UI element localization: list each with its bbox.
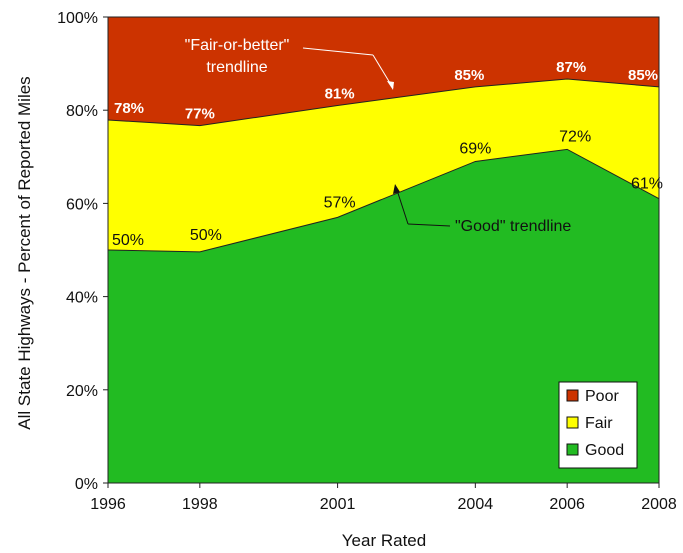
x-tick-label: 2001 <box>320 496 356 513</box>
axes: 0% 20% 40% 60% 80% 100% 1996 1998 2001 2004 2006 20… <box>57 10 677 513</box>
y-tick-label: 60% <box>66 196 98 213</box>
area-fair <box>108 78 659 252</box>
boundary-line-fair <box>107 78 660 127</box>
y-tick-label: 80% <box>66 103 98 120</box>
good-label: 72% <box>559 128 591 145</box>
fair-or-better-label: 85% <box>454 67 484 84</box>
x-tick-label: 1996 <box>90 496 126 513</box>
y-tick-label: 100% <box>57 10 98 27</box>
area-good <box>108 149 659 483</box>
legend-label-good: Good <box>585 442 624 459</box>
fair-or-better-label: 87% <box>556 59 586 76</box>
boundary-line-good <box>107 148 660 253</box>
legend-swatch-fair <box>566 416 579 429</box>
good-label: 57% <box>324 194 356 211</box>
fair-or-better-arrowhead <box>387 81 394 90</box>
y-tick-label: 40% <box>66 290 98 307</box>
area-poor <box>108 17 659 126</box>
fair-or-better-annotation-line1: "Fair-or-better" <box>185 37 290 54</box>
area-layers <box>107 17 660 483</box>
good-label: 61% <box>631 176 663 193</box>
x-axis-title: Year Rated <box>342 531 426 550</box>
fair-or-better-label: 78% <box>114 100 144 117</box>
good-leader <box>407 223 451 227</box>
legend-swatch-good <box>566 443 579 456</box>
fair-or-better-leader <box>302 47 374 56</box>
legend-swatch-poor <box>566 389 579 402</box>
annotations: "Fair-or-better" trendline "Good" trendlin… <box>185 37 572 235</box>
good-annotation-text: "Good" trendline <box>455 218 571 235</box>
x-tick-label: 1998 <box>182 496 218 513</box>
legend: Poor Fair Good <box>558 381 638 469</box>
fair-or-better-label: 85% <box>628 67 658 84</box>
good-label: 50% <box>112 232 144 249</box>
fair-or-better-annotation-line2: trendline <box>206 59 267 76</box>
plot-frame <box>107 16 660 484</box>
legend-label-fair: Fair <box>585 415 613 432</box>
y-axis-title: All State Highways - Percent of Reported… <box>15 76 34 429</box>
good-label: 50% <box>190 227 222 244</box>
good-label: 69% <box>459 140 491 157</box>
x-tick-label: 2006 <box>549 496 585 513</box>
legend-label-poor: Poor <box>585 388 619 405</box>
y-tick-label: 0% <box>75 476 98 493</box>
data-labels: 78% 77% 81% 85% 87% 85% 50% 50% 57% 69% 72% 61% <box>112 59 663 249</box>
good-arrow <box>395 186 409 225</box>
x-tick-label: 2004 <box>458 496 494 513</box>
x-tick-label: 2008 <box>641 496 677 513</box>
good-arrowhead <box>393 184 400 194</box>
y-tick-label: 20% <box>66 383 98 400</box>
fair-or-better-label: 77% <box>185 106 215 123</box>
fair-or-better-label: 81% <box>325 86 355 103</box>
